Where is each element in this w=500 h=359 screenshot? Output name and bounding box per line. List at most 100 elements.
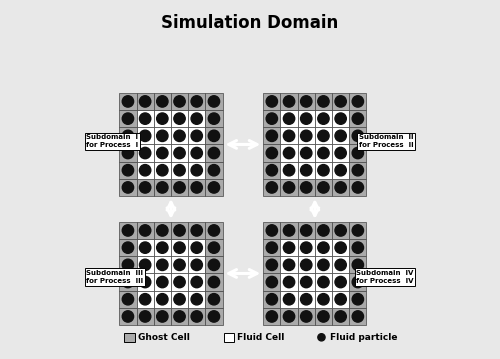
Bar [171, 110, 188, 127]
Bar [136, 239, 154, 256]
Circle shape [266, 311, 278, 322]
Circle shape [191, 311, 202, 322]
Circle shape [352, 225, 364, 236]
Circle shape [174, 113, 185, 124]
Bar [206, 179, 222, 196]
Circle shape [174, 96, 185, 107]
Circle shape [191, 113, 202, 124]
Circle shape [352, 182, 364, 193]
Bar [315, 144, 332, 162]
Bar [154, 179, 171, 196]
Bar [206, 274, 222, 291]
Circle shape [300, 242, 312, 253]
Circle shape [174, 182, 185, 193]
Circle shape [140, 130, 151, 141]
Bar [136, 179, 154, 196]
Bar [349, 93, 366, 110]
Circle shape [335, 225, 346, 236]
Bar [120, 274, 136, 291]
Bar [120, 110, 136, 127]
Text: Subdomain  II
for Process  II: Subdomain II for Process II [359, 135, 414, 149]
Bar [154, 93, 171, 110]
Circle shape [352, 276, 364, 288]
Bar [280, 256, 297, 274]
Bar [315, 179, 332, 196]
Circle shape [352, 311, 364, 322]
Bar [120, 179, 136, 196]
Circle shape [266, 182, 278, 193]
Bar [349, 179, 366, 196]
Circle shape [284, 311, 294, 322]
Circle shape [266, 147, 278, 159]
Bar [298, 144, 315, 162]
Bar [263, 291, 280, 308]
Bar [154, 308, 171, 325]
Circle shape [266, 130, 278, 141]
Circle shape [335, 96, 346, 107]
Bar [263, 256, 280, 274]
Bar [349, 256, 366, 274]
Circle shape [156, 147, 168, 159]
Circle shape [208, 311, 220, 322]
Text: Subdomain  IV
for Process  IV: Subdomain IV for Process IV [356, 270, 414, 284]
Circle shape [335, 294, 346, 305]
Bar [154, 127, 171, 144]
Bar [188, 110, 206, 127]
Circle shape [156, 225, 168, 236]
Circle shape [156, 276, 168, 288]
Bar [188, 308, 206, 325]
Circle shape [335, 113, 346, 124]
Circle shape [191, 182, 202, 193]
Text: Fluid Cell: Fluid Cell [238, 333, 285, 342]
Bar [280, 162, 297, 179]
Bar [280, 274, 297, 291]
Circle shape [335, 311, 346, 322]
Circle shape [140, 276, 151, 288]
Circle shape [284, 259, 294, 271]
Bar [136, 162, 154, 179]
Bar [188, 127, 206, 144]
Circle shape [140, 259, 151, 271]
Bar [332, 222, 349, 239]
Circle shape [208, 164, 220, 176]
Circle shape [174, 242, 185, 253]
Bar [349, 308, 366, 325]
Circle shape [122, 164, 134, 176]
Bar [263, 110, 280, 127]
Circle shape [140, 182, 151, 193]
Bar [120, 127, 136, 144]
Circle shape [122, 276, 134, 288]
Bar [298, 239, 315, 256]
Bar [136, 256, 154, 274]
Circle shape [208, 182, 220, 193]
Bar [136, 127, 154, 144]
Bar [120, 308, 136, 325]
Bar [154, 110, 171, 127]
Circle shape [174, 164, 185, 176]
Text: Simulation Domain: Simulation Domain [162, 14, 338, 32]
Bar [154, 144, 171, 162]
Circle shape [174, 276, 185, 288]
Circle shape [174, 259, 185, 271]
Circle shape [140, 242, 151, 253]
Circle shape [208, 242, 220, 253]
Circle shape [266, 113, 278, 124]
Bar [206, 239, 222, 256]
Bar [332, 162, 349, 179]
Circle shape [156, 130, 168, 141]
Circle shape [208, 147, 220, 159]
Circle shape [352, 242, 364, 253]
Bar [136, 93, 154, 110]
Circle shape [335, 276, 346, 288]
Bar [120, 291, 136, 308]
Circle shape [284, 113, 294, 124]
Bar [206, 291, 222, 308]
Bar [136, 110, 154, 127]
Circle shape [174, 130, 185, 141]
Bar [188, 239, 206, 256]
Bar [206, 256, 222, 274]
Bar [298, 291, 315, 308]
Bar [332, 274, 349, 291]
Bar [298, 179, 315, 196]
Bar [349, 144, 366, 162]
